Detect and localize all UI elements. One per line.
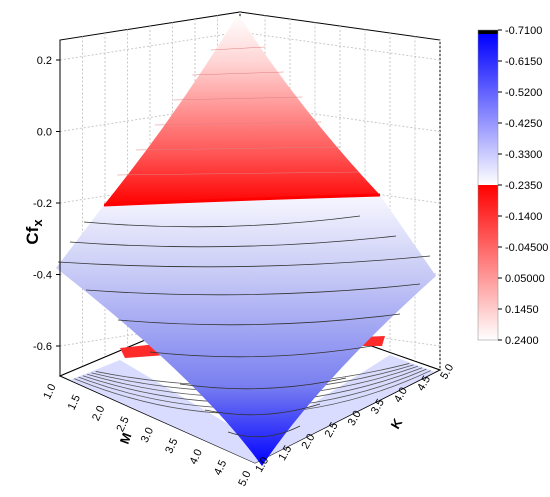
z-tick-label: -0.2 <box>33 198 52 210</box>
colorbar-label: -0.3300 <box>505 149 542 161</box>
z-tick-label: -0.4 <box>33 270 52 282</box>
k-axis-label: K <box>388 415 406 431</box>
surface <box>56 14 436 466</box>
z-tick-label: 0.0 <box>37 127 52 139</box>
m-tick-label: 3.5 <box>163 437 180 456</box>
m-tick-label: 3.0 <box>139 426 156 445</box>
m-axis: 1.0 1.5 2.0 2.5 3.0 3.5 4.0 4.5 5.0 <box>41 382 253 488</box>
z-axis-label: Cfx <box>23 219 45 245</box>
m-tick-label: 4.5 <box>212 458 229 477</box>
k-tick-label: 5.0 <box>438 362 456 381</box>
colorbar: -0.7100 -0.6150 -0.5200 -0.4250 -0.3300 -0.23… <box>477 25 548 347</box>
colorbar-label: -0.7100 <box>505 25 542 37</box>
z-axis: 0.2 0.0 -0.2 -0.4 -0.6 <box>33 40 61 376</box>
colorbar-label: -0.1400 <box>505 211 542 223</box>
colorbar-label: -0.6150 <box>505 56 542 68</box>
m-tick-label: 4.0 <box>188 447 205 466</box>
colorbar-label: 0.2400 <box>505 335 539 347</box>
m-tick-label: 2.5 <box>115 415 132 434</box>
colorbar-label: 0.1450 <box>505 304 539 316</box>
m-tick-label: 1.5 <box>66 393 83 412</box>
z-tick-label: -0.6 <box>33 341 52 353</box>
colorbar-label: -0.5200 <box>505 87 542 99</box>
m-axis-label: M <box>117 431 135 446</box>
colorbar-label: 0.05000 <box>505 273 545 285</box>
z-tick-label: 0.2 <box>37 55 52 67</box>
colorbar-label: -0.04500 <box>505 242 548 254</box>
colorbar-label: -0.2350 <box>505 180 542 192</box>
m-tick-label: 2.0 <box>90 404 107 423</box>
m-tick-label: 5.0 <box>236 469 253 488</box>
colorbar-label: -0.4250 <box>505 118 542 130</box>
m-tick-label: 1.0 <box>41 382 58 401</box>
